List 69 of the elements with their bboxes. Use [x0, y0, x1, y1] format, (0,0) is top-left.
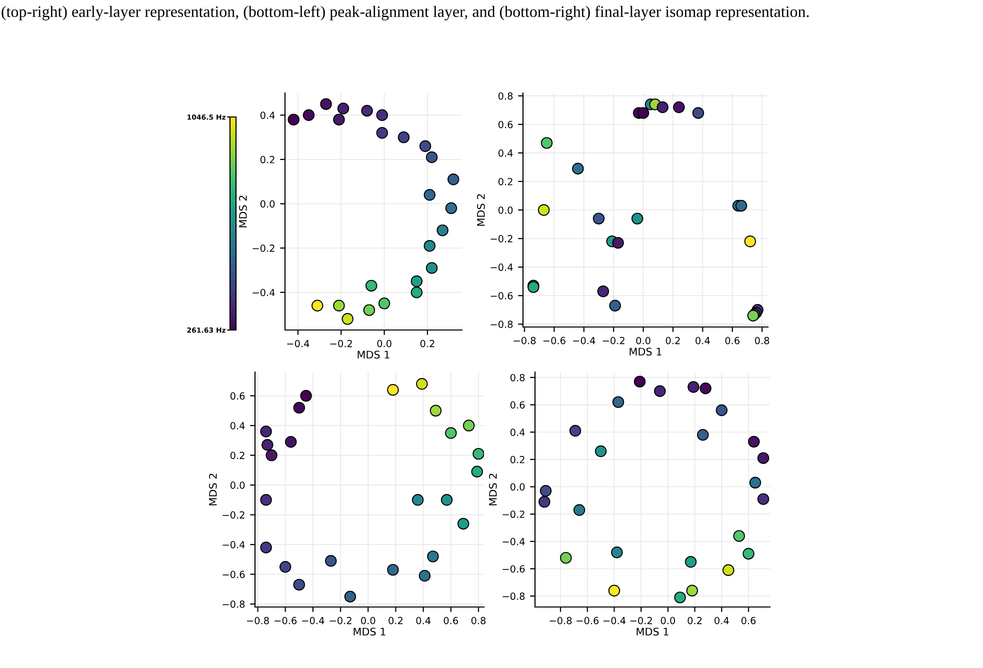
text: (top-right) early-layer representation, (bottom-left) peak-alignment layer, and (bottom-right) final-layer isomap representation.	[2, 6, 809, 20]
x-tick-label: 0.0	[660, 616, 676, 624]
y-tick-label: −0.8	[502, 592, 525, 600]
y-tick-label: −0.2	[252, 244, 274, 252]
y-tick-label: −0.2	[502, 510, 524, 518]
x-tick-label: −0.6	[576, 616, 599, 624]
y-tick-label: 0.4	[498, 149, 513, 157]
x-tick-label: −0.4	[287, 340, 310, 348]
x-tick-label: 0.6	[725, 336, 740, 344]
x-tick-label: 0.0	[361, 616, 376, 624]
x-axis-title: MDS 1	[354, 628, 386, 636]
y-tick-label: −0.2	[490, 235, 512, 242]
x-tick-label: −0.6	[543, 336, 566, 344]
x-tick-label: 0.2	[388, 616, 402, 624]
y-tick-label: −0.6	[490, 292, 513, 300]
y-axis-title: MDS 2	[488, 474, 497, 506]
x-tick-label: 0.0	[636, 336, 650, 344]
y-tick-label: 0.4	[260, 112, 275, 119]
y-tick-label: −0.4	[252, 288, 275, 296]
x-tick-label: 0.2	[420, 340, 434, 348]
x-tick-label: −0.2	[630, 616, 652, 624]
y-tick-label: 0.2	[510, 456, 524, 464]
x-axis-title: MDS 1	[630, 348, 662, 356]
y-tick-label: 0.2	[230, 452, 244, 460]
x-tick-label: 0.6	[741, 616, 756, 624]
y-tick-label: −0.4	[502, 538, 525, 546]
y-tick-label: 0.6	[230, 392, 245, 400]
y-tick-label: 0.0	[510, 483, 525, 491]
x-tick-label: 0.4	[714, 616, 729, 624]
x-tick-label: 0.4	[696, 336, 710, 344]
y-tick-label: 0.6	[498, 120, 513, 128]
x-tick-label: 0.8	[754, 336, 770, 344]
x-tick-label: −0.2	[330, 616, 352, 624]
y-tick-label: 0.0	[260, 200, 275, 208]
x-tick-label: −0.4	[603, 616, 626, 624]
y-tick-label: −0.4	[222, 541, 245, 548]
x-tick-label: −0.2	[602, 336, 624, 344]
x-tick-label: 0.4	[416, 616, 430, 624]
y-tick-label: 0.0	[230, 482, 245, 489]
y-axis-title: MDS 2	[238, 196, 247, 228]
y-tick-label: −0.6	[502, 565, 525, 573]
y-tick-label: −0.8	[490, 320, 513, 328]
y-axis-title: MDS 2	[476, 194, 485, 226]
x-tick-label: −0.6	[274, 616, 297, 624]
x-axis-title: MDS 1	[636, 628, 668, 636]
x-tick-label: 0.6	[444, 616, 458, 624]
x-tick-label: −0.4	[573, 336, 596, 344]
x-tick-label: 0.0	[377, 340, 392, 348]
x-tick-label: −0.8	[246, 616, 269, 624]
y-tick-label: 0.2	[260, 156, 274, 164]
y-axis-title: MDS 2	[208, 474, 217, 506]
y-tick-label: 0.8	[510, 374, 525, 382]
x-tick-label: 0.8	[471, 616, 486, 624]
y-tick-label: −0.8	[222, 600, 245, 608]
y-tick-label: 0.4	[510, 428, 525, 436]
y-tick-label: 0.8	[498, 92, 513, 100]
x-axis-title: MDS 1	[358, 350, 390, 359]
y-tick-label: −0.2	[222, 511, 244, 519]
x-tick-label: 0.2	[666, 336, 680, 344]
y-tick-label: 0.0	[498, 206, 513, 214]
y-tick-label: −0.6	[222, 570, 245, 578]
x-tick-label: −0.4	[302, 616, 324, 624]
y-tick-label: 0.4	[230, 422, 245, 430]
y-tick-label: −0.4	[490, 264, 513, 271]
x-tick-label: −0.8	[550, 616, 572, 624]
x-tick-label: −0.2	[330, 340, 352, 348]
y-tick-label: 0.6	[510, 401, 525, 409]
x-tick-label: 0.2	[688, 616, 702, 624]
y-tick-label: 0.2	[498, 178, 512, 186]
